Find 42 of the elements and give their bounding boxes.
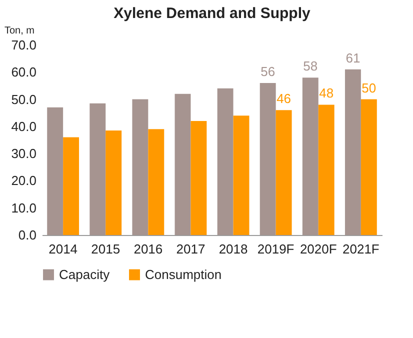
legend-label: Capacity — [59, 266, 110, 282]
bar — [174, 94, 191, 235]
y-tick-label: 70.0 — [11, 38, 36, 52]
bar — [360, 99, 377, 235]
bar — [106, 130, 122, 235]
x-tick-label: 2016 — [134, 242, 163, 256]
bar — [302, 78, 318, 235]
data-label: 50 — [362, 80, 376, 96]
bar — [132, 99, 148, 235]
bar — [90, 103, 106, 235]
x-tick-label: 2021F — [342, 242, 380, 256]
y-tick-label: 60.0 — [11, 64, 36, 80]
bar — [217, 88, 234, 235]
x-tick-label: 2017 — [176, 242, 206, 256]
bar — [318, 104, 334, 235]
x-tick-label: 2019F — [257, 242, 294, 256]
legend-label: Consumption — [145, 266, 222, 282]
x-tick-label: 2014 — [48, 242, 78, 256]
y-tick-label: 50.0 — [11, 92, 36, 107]
bar — [344, 69, 361, 235]
y-tick-label: 30.0 — [11, 146, 36, 162]
y-axis-title: Ton, m — [4, 26, 35, 36]
bar — [47, 107, 64, 235]
x-tick-label: 2018 — [218, 242, 248, 256]
data-label: 58 — [303, 58, 318, 74]
bar — [260, 83, 276, 235]
y-tick-label: 10.0 — [11, 200, 36, 216]
y-tick-label: 20.0 — [11, 173, 36, 188]
bar — [190, 121, 207, 235]
bar — [233, 116, 250, 235]
bar — [63, 137, 80, 235]
bar — [148, 129, 164, 235]
y-tick-label: 0.0 — [18, 228, 36, 242]
y-tick-label: 40.0 — [11, 118, 36, 134]
x-tick-label: 2020F — [300, 242, 337, 256]
x-tick-label: 2015 — [91, 242, 120, 256]
data-label: 46 — [276, 91, 292, 106]
chart-title: Xylene Demand and Supply — [114, 5, 312, 22]
bar — [276, 110, 292, 235]
data-label: 56 — [260, 64, 276, 79]
data-label: 48 — [319, 86, 334, 101]
data-label: 61 — [346, 50, 360, 66]
